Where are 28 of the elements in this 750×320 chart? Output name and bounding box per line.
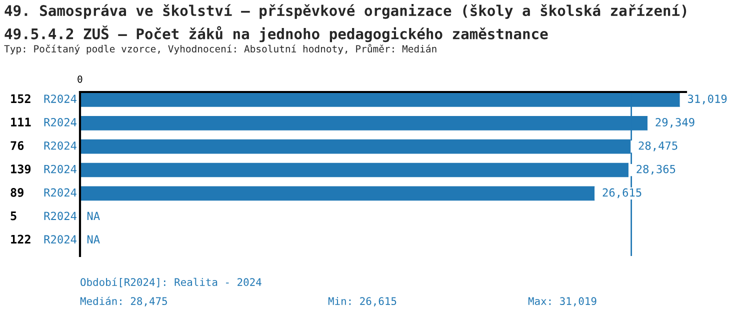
text: R2024	[44, 118, 76, 126]
text: 0	[78, 75, 82, 83]
text: Max: 31,019	[528, 297, 596, 306]
text: R2024	[44, 212, 76, 220]
text: R2024	[44, 188, 76, 197]
text: NA	[87, 212, 100, 220]
text: NA	[87, 235, 100, 244]
y-tick-label: 152	[11, 94, 30, 104]
data-label: 31,019	[688, 94, 727, 104]
chart-title: 49. Samospráva ve školství – příspěvkové organizace (školy a školská zařízení) 49.5.4.2 ZUŠ – Počet žáků na jednoho pedagogického zaměstnance	[4, 4, 686, 42]
series-label: R2024	[44, 94, 76, 103]
text: R2024	[44, 141, 76, 150]
text: Min: 26,615	[328, 296, 396, 306]
data-label: 29,349	[656, 118, 694, 128]
y-tick-label: 76	[10, 141, 24, 150]
y-tick-label: 89	[10, 188, 24, 197]
data-label: 28,475	[638, 141, 678, 152]
text: Medián: 28,475	[80, 296, 167, 306]
text: R2024	[44, 235, 76, 244]
y-tick-label: 111	[11, 118, 31, 126]
text: R2024	[44, 164, 76, 174]
y-tick-label: 122	[11, 234, 30, 244]
y-tick-label: 5	[10, 212, 16, 220]
chart-subtitle: Typ: Počítaný podle vzorce, Vyhodnocení: Absolutní hodnoty, Průměr: Medián	[4, 44, 436, 54]
y-tick-label: 139	[11, 164, 31, 174]
text: Období[R2024]: Realita - 2024	[80, 278, 262, 288]
data-label: 28,365	[636, 164, 676, 175]
data-label: 26,615	[602, 188, 642, 198]
